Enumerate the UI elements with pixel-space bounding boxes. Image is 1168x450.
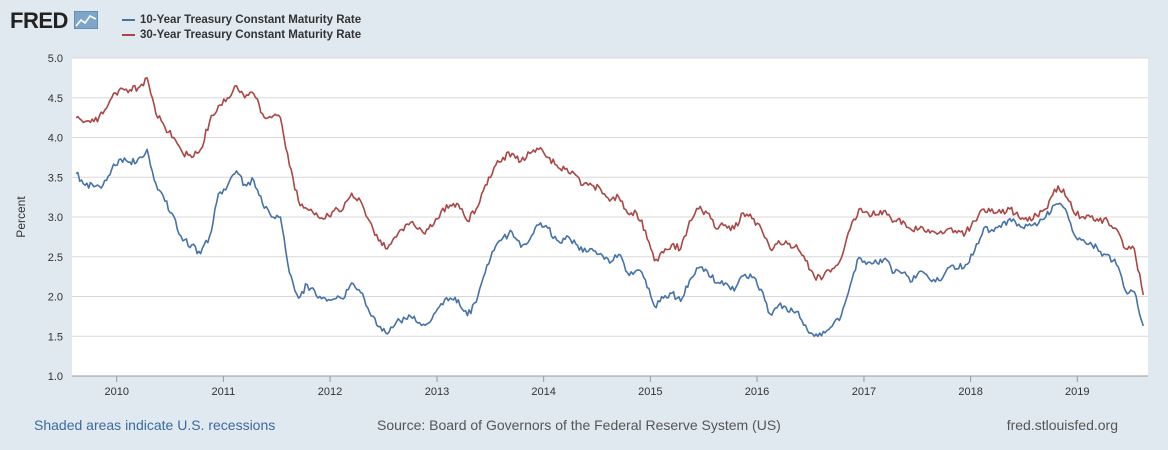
y-tick-label: 5.0 — [48, 53, 63, 65]
x-tick-label: 2011 — [212, 386, 236, 398]
y-tick-label: 4.0 — [48, 133, 63, 145]
x-tick-label: 2014 — [531, 386, 555, 398]
legend-label-30y: 30-Year Treasury Constant Maturity Rate — [140, 28, 362, 41]
legend: 10-Year Treasury Constant Maturity Rate … — [122, 12, 361, 42]
legend-swatch-30y — [122, 33, 135, 36]
legend-label-10y: 10-Year Treasury Constant Maturity Rate — [140, 13, 362, 26]
x-tick-label: 2019 — [1065, 386, 1089, 398]
y-tick-label: 2.5 — [48, 252, 63, 264]
y-axis-label: Percent — [14, 196, 28, 238]
legend-swatch-10y — [122, 18, 135, 21]
y-tick-label: 2.0 — [48, 292, 63, 304]
x-tick-label: 2013 — [425, 386, 449, 398]
legend-item-10y[interactable]: 10-Year Treasury Constant Maturity Rate — [122, 12, 361, 27]
y-tick-label: 3.5 — [48, 172, 63, 184]
recessions-note[interactable]: Shaded areas indicate U.S. recessions — [34, 417, 276, 433]
y-tick-label: 1.0 — [48, 371, 63, 383]
logo-text: FRED — [10, 8, 68, 33]
series-line-10y — [75, 148, 1145, 338]
x-tick-label: 2010 — [104, 386, 128, 398]
x-tick-label: 2017 — [852, 386, 876, 398]
site-link[interactable]: fred.stlouisfed.org — [1006, 417, 1118, 433]
x-tick-label: 2015 — [638, 386, 662, 398]
legend-item-30y[interactable]: 30-Year Treasury Constant Maturity Rate — [122, 27, 361, 42]
x-tick-label: 2012 — [318, 386, 342, 398]
y-tick-label: 4.5 — [48, 93, 63, 105]
y-tick-label: 3.0 — [48, 212, 63, 224]
source-note: Source: Board of Governors of the Federa… — [377, 417, 781, 433]
series-line-30y — [75, 77, 1145, 296]
x-tick-label: 2018 — [958, 386, 982, 398]
y-tick-label: 1.5 — [48, 331, 63, 343]
series-lines — [75, 77, 1145, 338]
x-tick-label: 2016 — [745, 386, 769, 398]
axes: 1.0 1.5 2.0 2.5 3.0 3.5 4.0 4.5 5.0 2010 2011 2012 2… — [48, 53, 1148, 398]
